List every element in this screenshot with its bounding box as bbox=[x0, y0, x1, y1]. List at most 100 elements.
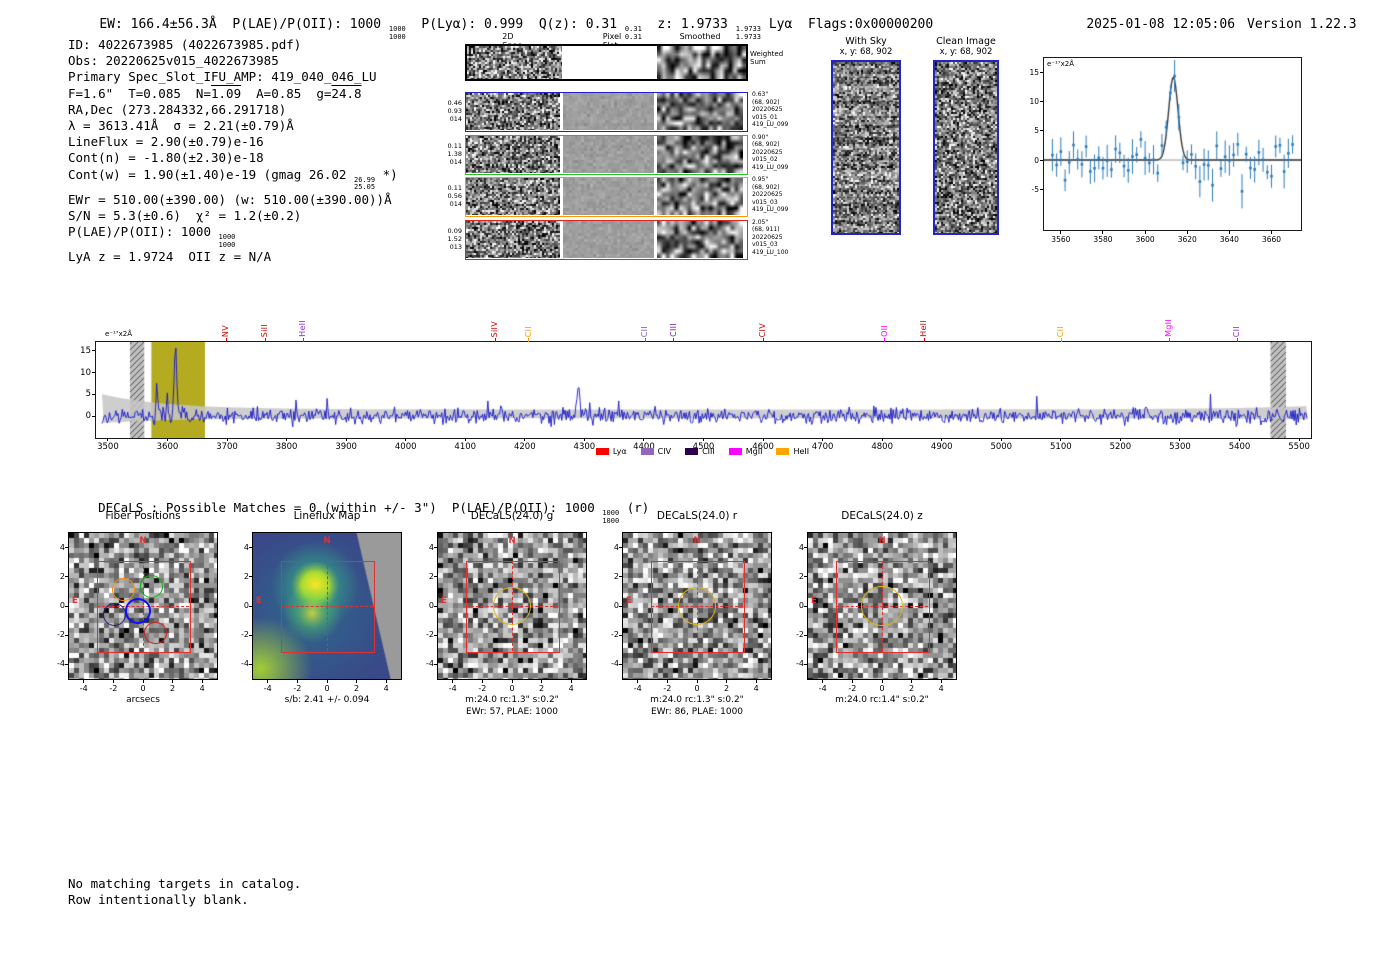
decals-plae-hi: 1000 bbox=[602, 509, 620, 517]
header-datetime-version: 2025-01-08 12:05:06 Version 1.22.3 bbox=[1055, 2, 1356, 47]
plae-value: P(LAE)/P(OII): 1000 bbox=[216, 17, 389, 32]
decals-plae-lo: 1000 bbox=[602, 516, 620, 525]
emission-line-label: MgII bbox=[1164, 319, 1174, 337]
x-tick-label: 2 bbox=[539, 684, 545, 693]
fiber-row-annotation: 0.63" (68, 902) 20220625 v015_01 419_LU_099 bbox=[752, 91, 798, 129]
emission-line-tick bbox=[884, 338, 886, 342]
emission-line-label: CII bbox=[1232, 326, 1242, 338]
emission-line-tick bbox=[673, 338, 675, 342]
emission-line-tick bbox=[1168, 338, 1170, 342]
fiber-pixel-flat-image bbox=[563, 135, 654, 173]
x-tick-mark bbox=[524, 438, 526, 441]
legend-item: Lyα bbox=[595, 447, 627, 456]
x-tick-mark bbox=[112, 680, 114, 683]
x-tick-label: 3580 bbox=[1093, 235, 1113, 244]
legend-item: MgII bbox=[728, 447, 763, 456]
qz-hi: 0.31 bbox=[624, 25, 642, 33]
fiber-annotation-line: 20220625 bbox=[752, 191, 783, 199]
clean-image-title: Clean Image bbox=[936, 36, 996, 47]
spec2d-column-header: Smoothed bbox=[679, 32, 721, 41]
info-line-primary-spec: Primary Spec_Slot_IFU_AMP: 419_040_046_L… bbox=[68, 69, 377, 85]
legend-item: CIV bbox=[640, 447, 671, 456]
emission-line-label: NV bbox=[221, 325, 231, 338]
clean-image-image bbox=[935, 62, 997, 233]
y-tick-label: 10 bbox=[80, 367, 91, 378]
fiber-pixel-flat-image bbox=[563, 220, 654, 258]
y-tick-label: -4 bbox=[241, 659, 249, 669]
x-tick-mark bbox=[643, 438, 645, 441]
full-spectrum-canvas bbox=[96, 342, 1311, 438]
spec2d-fiber-row bbox=[465, 134, 748, 175]
fiber-annotation-line: v015_03 bbox=[752, 198, 778, 206]
x-tick-mark bbox=[703, 438, 704, 441]
info-line-obs: Obs: 20220625v015_4022673985 bbox=[68, 53, 279, 69]
plae-info-hi: 1000 bbox=[218, 233, 236, 242]
fiber-row-annotation: 0.90" (68, 902) 20220625 v015_02 419_LU_099 bbox=[752, 134, 798, 172]
x-tick-label: -4 bbox=[818, 684, 827, 693]
y-tick-mark bbox=[249, 634, 252, 636]
z-lo: 1.9733 bbox=[735, 32, 761, 41]
weighted-sum-label-line: Sum bbox=[750, 58, 766, 66]
line-id-and-flags: Lyα Flags:0x00000200 bbox=[761, 17, 934, 32]
full-spectrum-ylabel: e⁻¹⁷x2Å bbox=[105, 330, 132, 338]
x-tick-label: 4700 bbox=[811, 442, 834, 452]
x-tick-label: 4500 bbox=[692, 442, 715, 452]
x-tick-mark bbox=[1060, 438, 1062, 441]
fiber-weight-value: 014 bbox=[449, 157, 462, 166]
fiber-annotation-line: 2.05" bbox=[752, 218, 769, 226]
emission-line-tick bbox=[923, 338, 925, 342]
fiber-row-annotation: 2.05" (68, 911) 20220625 v015_03 419_LU_100 bbox=[752, 219, 798, 257]
x-tick-label: 5100 bbox=[1050, 442, 1072, 452]
note-blank-row: Row intentionally blank. bbox=[68, 891, 249, 907]
x-tick-label: 2 bbox=[724, 684, 730, 693]
compass-north-label: N bbox=[323, 536, 331, 546]
line-fit-canvas bbox=[1044, 58, 1301, 230]
x-tick-label: -4 bbox=[448, 684, 457, 693]
plae-hi: 1000 bbox=[388, 25, 406, 33]
x-tick-mark bbox=[201, 680, 203, 683]
fiber-2d-spec-image bbox=[466, 135, 560, 173]
x-tick-label: 4600 bbox=[752, 442, 774, 452]
gmag-hi: 26.99 bbox=[353, 175, 376, 184]
y-tick-mark bbox=[619, 547, 622, 549]
y-tick-label: 4 bbox=[613, 542, 619, 552]
x-tick-label: 5000 bbox=[990, 442, 1013, 452]
y-tick-mark bbox=[804, 576, 807, 578]
emission-line-label: CIV bbox=[758, 323, 768, 338]
fiber-weight-value: 014 bbox=[449, 200, 462, 208]
cutout-title: DECaLS(24.0) r bbox=[656, 510, 738, 522]
emission-line-tick bbox=[762, 338, 764, 342]
x-tick-label: 4 bbox=[383, 684, 389, 693]
x-tick-label: 4300 bbox=[573, 442, 596, 452]
emission-line-tick bbox=[528, 338, 530, 342]
legend-label: CIII bbox=[702, 447, 715, 456]
cutout-title: DECaLS(24.0) z bbox=[841, 510, 923, 522]
x-tick-mark bbox=[541, 680, 543, 683]
x-tick-label: -2 bbox=[478, 684, 487, 693]
emission-line-tick bbox=[264, 338, 266, 342]
emission-line-label: CII bbox=[1056, 326, 1066, 338]
cutout-caption: m:24.0 rc:1.3" s:0.2" bbox=[650, 695, 744, 705]
emission-line-label: OII bbox=[879, 325, 889, 337]
detection-info-block: ID: 4022673985 (4022673985.pdf) Obs: 202… bbox=[68, 37, 398, 265]
x-tick-label: 3640 bbox=[1219, 235, 1239, 244]
legend-label: MgII bbox=[745, 447, 763, 456]
x-tick-label: 3600 bbox=[1135, 235, 1155, 244]
info-line-cont-w: Cont(w) = 1.90(±1.40)e-19 (gmag 26.02 26… bbox=[68, 167, 398, 192]
spec2d-sum-smoothed-image bbox=[657, 46, 746, 79]
x-tick-mark bbox=[1271, 231, 1272, 234]
report-datetime: 2025-01-08 12:05:06 bbox=[1086, 17, 1236, 32]
compass-east-label: E bbox=[441, 596, 447, 606]
fiber-weight-value: 0.11 bbox=[447, 184, 462, 192]
info-line-id: ID: 4022673985 (4022673985.pdf) bbox=[68, 37, 302, 52]
y-tick-label: -2 bbox=[57, 630, 65, 640]
y-tick-mark bbox=[249, 547, 252, 549]
emission-line-label: SiII bbox=[260, 324, 270, 338]
fiber-circle bbox=[144, 621, 168, 645]
full-spectrum-plot-area: e⁻¹⁷x2Å 3500 3600 3700 3800 3900 4000 4100 4200 4… bbox=[80, 319, 1312, 456]
fiber-smoothed-image bbox=[657, 178, 743, 215]
x-tick-label: 5200 bbox=[1109, 442, 1132, 452]
legend-label: Lyα bbox=[612, 447, 627, 456]
x-tick-mark bbox=[1179, 438, 1181, 441]
